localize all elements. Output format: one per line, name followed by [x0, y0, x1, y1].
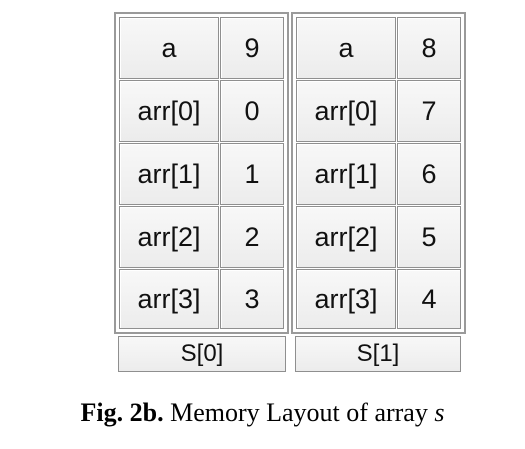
field-name-cell: arr[1]	[119, 143, 219, 205]
field-name-cell: a	[296, 17, 396, 79]
field-value-cell: 8	[397, 17, 461, 79]
field-name-cell: arr[2]	[296, 206, 396, 268]
field-value-cell: 9	[220, 17, 284, 79]
field-value-cell: 4	[397, 269, 461, 329]
struct-label-s1: S[1]	[295, 336, 461, 372]
struct-s0: a 9 arr[0] 0 arr[1] 1 arr[2] 2 arr[3] 3	[114, 12, 289, 334]
figure-caption: Fig. 2b. Memory Layout of array s	[0, 398, 525, 428]
field-value-cell: 6	[397, 143, 461, 205]
field-name-cell: a	[119, 17, 219, 79]
field-value-cell: 1	[220, 143, 284, 205]
field-name-cell: arr[0]	[119, 80, 219, 142]
field-name-cell: arr[2]	[119, 206, 219, 268]
caption-variable: s	[434, 398, 445, 427]
field-value-cell: 7	[397, 80, 461, 142]
field-name-cell: arr[3]	[119, 269, 219, 329]
field-value-cell: 2	[220, 206, 284, 268]
field-value-cell: 5	[397, 206, 461, 268]
field-value-cell: 0	[220, 80, 284, 142]
struct-label-s0: S[0]	[118, 336, 286, 372]
caption-prefix: Fig. 2b.	[80, 398, 164, 427]
struct-s1: a 8 arr[0] 7 arr[1] 6 arr[2] 5 arr[3] 4	[291, 12, 466, 334]
field-name-cell: arr[1]	[296, 143, 396, 205]
field-name-cell: arr[0]	[296, 80, 396, 142]
caption-text: Memory Layout of array	[163, 398, 435, 427]
field-name-cell: arr[3]	[296, 269, 396, 329]
field-value-cell: 3	[220, 269, 284, 329]
